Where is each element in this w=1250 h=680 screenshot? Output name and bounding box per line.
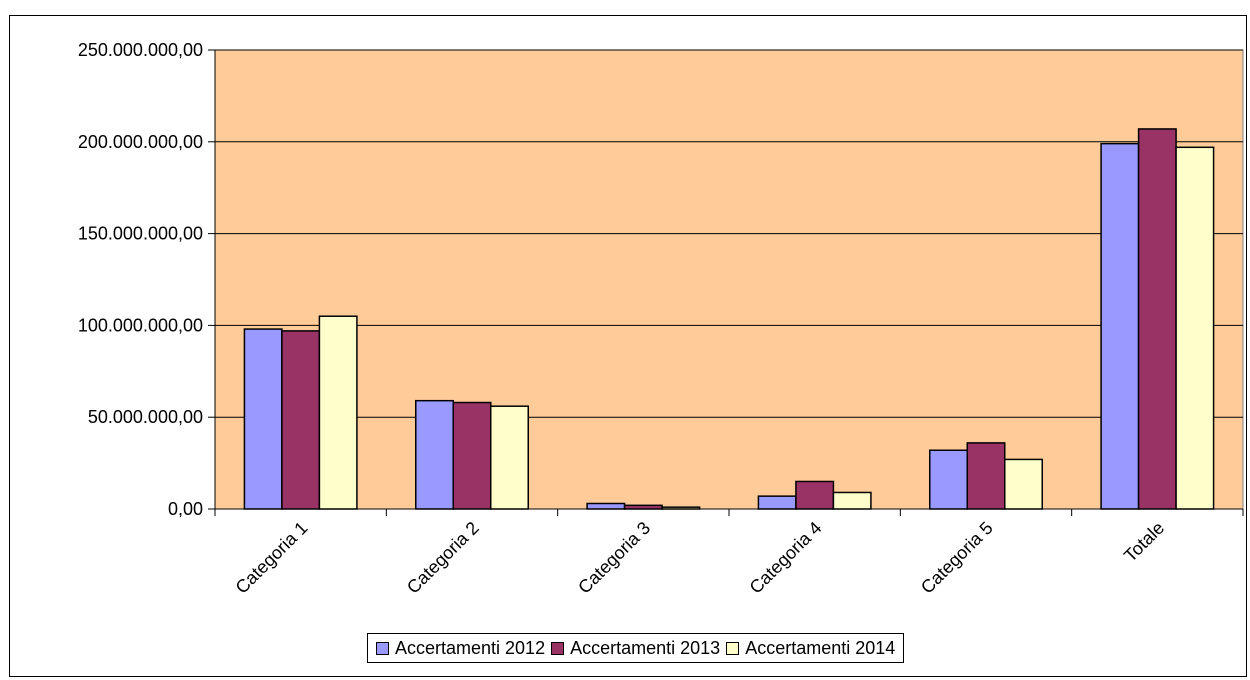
bar <box>586 502 626 510</box>
bar <box>623 504 663 510</box>
plot-area <box>214 49 1244 510</box>
bar <box>1004 458 1043 510</box>
legend-label-2014: Accertamenti 2014 <box>745 637 896 658</box>
legend-swatch-2014 <box>726 641 740 655</box>
bar <box>929 449 968 510</box>
axes <box>214 50 1244 516</box>
bar <box>795 480 835 510</box>
bar <box>452 401 492 510</box>
legend-item: Accertamenti 2012 <box>376 638 545 659</box>
bar <box>281 330 321 510</box>
bar <box>1175 146 1215 510</box>
y-tick-label: 150.000.000,00 <box>78 224 203 244</box>
legend-item: Accertamenti 2013 <box>551 638 720 659</box>
x-tick-label: Categoria 3 <box>574 518 654 598</box>
bar <box>757 495 797 510</box>
y-tick-label: 50.000.000,00 <box>88 407 203 427</box>
legend-swatch-2013 <box>551 641 565 655</box>
bar <box>1137 128 1177 510</box>
bar <box>832 491 872 510</box>
bar <box>415 399 454 510</box>
x-tick-labels: Categoria 1 Categoria 2 Categoria 3 Categor… <box>232 518 1169 598</box>
x-tick-label: Categoria 5 <box>917 518 997 598</box>
y-tick-label: 100.000.000,00 <box>78 315 203 335</box>
x-tick-label: Categoria 2 <box>403 518 483 598</box>
y-tick-labels: 0,00 50.000.000,00 100.000.000,00 150.000.0… <box>78 40 203 519</box>
bar <box>318 315 358 510</box>
bars <box>243 128 1215 510</box>
legend-label-2013: Accertamenti 2013 <box>570 637 721 658</box>
y-tick-label: 0,00 <box>168 499 203 519</box>
legend-item: Accertamenti 2014 <box>726 638 895 659</box>
bar <box>966 442 1006 510</box>
y-tick-label: 250.000.000,00 <box>78 40 203 60</box>
gridlines <box>208 49 1243 510</box>
x-tick-label: Categoria 4 <box>746 518 826 598</box>
legend: Accertamenti 2012 Accertamenti 2013 Acce… <box>367 633 905 663</box>
bar <box>243 328 283 510</box>
y-tick-label: 200.000.000,00 <box>78 132 203 152</box>
x-tick-label: Totale <box>1120 518 1168 566</box>
legend-label-2012: Accertamenti 2012 <box>395 637 546 658</box>
legend-swatch-2012 <box>376 641 389 655</box>
bar <box>1100 142 1140 510</box>
bar <box>490 405 529 510</box>
x-tick-label: Categoria 1 <box>232 518 312 598</box>
